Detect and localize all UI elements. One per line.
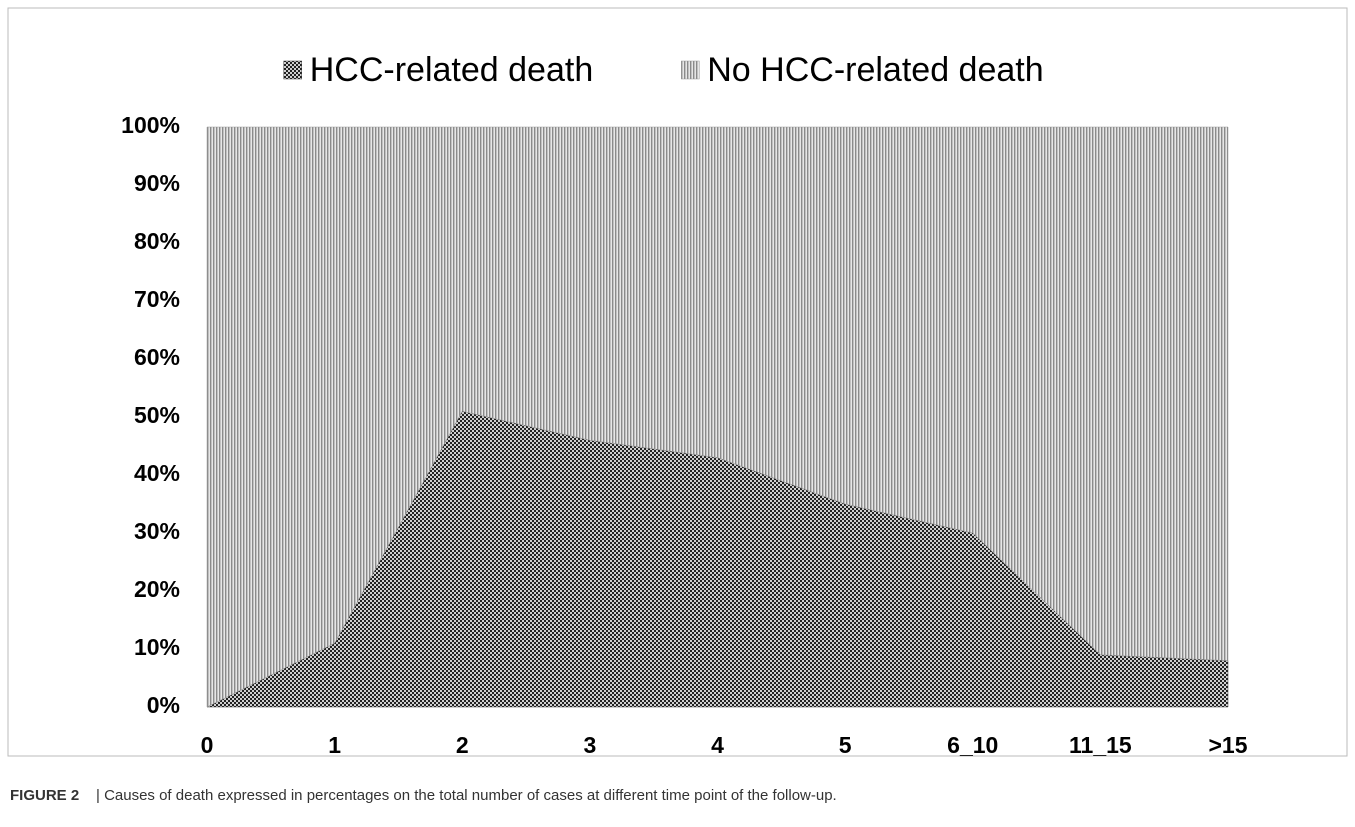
y-tick-label: 100%: [121, 112, 180, 138]
frame: [7, 7, 1348, 757]
y-tick-label: 20%: [134, 576, 180, 602]
x-tick-label: 1: [328, 732, 341, 758]
x-tick-label: 3: [583, 732, 596, 758]
x-tick-label: 0: [201, 732, 214, 758]
x-tick-label: >15: [1208, 732, 1247, 758]
y-tick-label: 40%: [134, 460, 180, 486]
x-tick-label: 5: [839, 732, 852, 758]
y-tick-label: 80%: [134, 228, 180, 254]
x-tick-label: 2: [456, 732, 469, 758]
y-tick-label: 10%: [134, 634, 180, 660]
y-tick-label: 60%: [134, 344, 180, 370]
x-tick-label: 6_10: [947, 732, 998, 758]
x-tick-label: 4: [711, 732, 724, 758]
x-tick-label: 11_15: [1069, 732, 1132, 758]
y-tick-label: 30%: [134, 518, 180, 544]
y-tick-label: 90%: [134, 170, 180, 196]
legend-swatch: [681, 60, 700, 80]
legend-label: HCC-related death: [310, 51, 593, 89]
legend-swatch: [283, 60, 302, 80]
y-tick-label: 50%: [134, 402, 180, 428]
y-tick-label: 0%: [147, 692, 180, 718]
area: [206, 126, 1229, 708]
y-tick-label: 70%: [134, 286, 180, 312]
legend-label: No HCC-related death: [707, 51, 1043, 89]
caption: | Causes of death expressed in percentag…: [96, 787, 837, 804]
caption-label: FIGURE 2: [10, 787, 79, 804]
